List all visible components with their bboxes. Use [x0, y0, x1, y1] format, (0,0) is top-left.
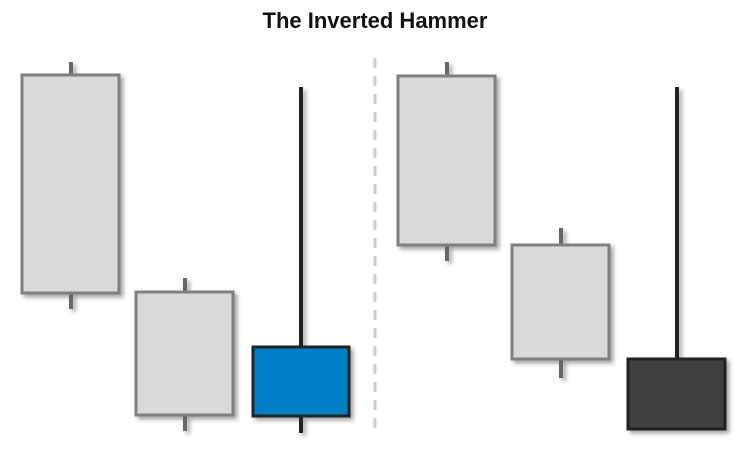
candle-body [510, 243, 611, 361]
candle-body [134, 290, 235, 417]
bearish-candle-1 [20, 62, 121, 309]
candle-body [626, 357, 727, 431]
candle-body [396, 74, 497, 247]
bearish-candle-2 [510, 228, 611, 378]
bearish-candle-2 [134, 278, 235, 431]
inverted-hammer-candle-blue [251, 87, 351, 433]
right-panel [396, 62, 727, 431]
candle-body [20, 73, 121, 295]
bearish-candle-1 [396, 62, 497, 261]
inverted-hammer-candle-dark [626, 87, 727, 431]
diagram-title: The Inverted Hammer [262, 8, 488, 33]
left-panel [20, 62, 351, 433]
candle-body [251, 345, 351, 418]
